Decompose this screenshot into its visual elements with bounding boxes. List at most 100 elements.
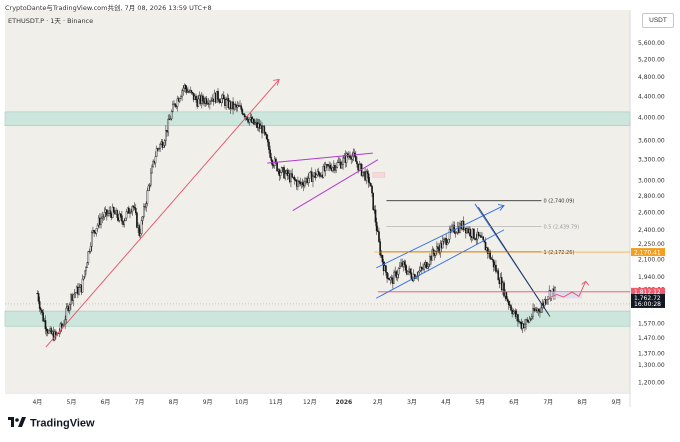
candle-body — [159, 144, 161, 149]
candle-body — [218, 99, 220, 102]
candle-body — [240, 105, 242, 110]
candle-body — [175, 105, 178, 107]
candle-body — [480, 235, 482, 238]
fib-level-label: 0 (2,740.09) — [543, 199, 574, 205]
currency-button[interactable]: USDT — [642, 13, 674, 28]
candle-body — [510, 305, 512, 311]
candle-body — [48, 330, 50, 334]
candle-body — [65, 307, 68, 320]
x-tick-label: 9月 — [611, 399, 621, 406]
candle-body — [540, 307, 542, 313]
candle-body — [441, 240, 444, 249]
candle-body — [133, 207, 136, 209]
candle-body — [93, 230, 95, 233]
candle-body — [270, 157, 273, 161]
candle-body — [165, 130, 167, 141]
candle-body — [507, 300, 510, 305]
candle-body — [437, 246, 439, 250]
purple-wedge-upper — [267, 152, 373, 164]
x-tick-label: 11月 — [269, 399, 283, 406]
candle-body — [100, 218, 102, 225]
candle-body — [417, 271, 420, 277]
candle-body — [307, 178, 310, 183]
candle-body — [425, 262, 428, 269]
candle-body — [264, 131, 267, 135]
candle-body — [407, 271, 409, 275]
y-tick-label: 2,600.00 — [638, 209, 665, 216]
candle-body — [161, 141, 164, 148]
candle-body — [45, 328, 48, 332]
candle-body — [509, 304, 511, 306]
candle-body — [263, 126, 266, 133]
tradingview-logo[interactable]: TradingView — [8, 417, 95, 430]
candle-body — [269, 149, 271, 158]
y-tick-label: 4,800.00 — [638, 74, 665, 81]
candle-body — [419, 267, 422, 271]
candle-body — [87, 251, 90, 264]
y-tick-label: 1,940.00 — [638, 274, 665, 281]
candle-body — [205, 98, 208, 104]
candle-body — [482, 236, 485, 241]
candle-body — [403, 261, 406, 265]
candle-body — [209, 100, 211, 105]
candle-body — [254, 122, 256, 125]
candle-body — [374, 209, 377, 223]
candle-body — [490, 258, 493, 260]
candle-body — [546, 299, 548, 304]
y-tick-label: 4,400.00 — [638, 93, 665, 100]
candle-body — [389, 277, 392, 281]
candle-body — [455, 232, 458, 234]
candle-body — [82, 276, 85, 280]
tradingview-logo-text: TradingView — [30, 417, 95, 430]
candle-body — [132, 206, 135, 208]
candle-body — [86, 262, 88, 268]
candle-body — [147, 185, 150, 191]
candle-body — [123, 220, 126, 225]
candle-body — [131, 206, 134, 212]
x-tick-label: 4月 — [441, 399, 451, 406]
candle-body — [180, 96, 182, 99]
candle-body — [109, 210, 112, 214]
candle-body — [154, 156, 157, 164]
y-tick-label: 3,000.00 — [638, 178, 665, 185]
candle-body — [103, 212, 106, 218]
candle-body — [112, 207, 115, 212]
candle-body — [532, 308, 534, 317]
y-tick-label: 2,400.00 — [638, 227, 665, 234]
candle-body — [283, 167, 285, 179]
tradingview-logo-icon — [8, 417, 26, 430]
candle-body — [81, 278, 84, 293]
x-tick-label: 12月 — [303, 399, 317, 406]
candle-body — [447, 238, 450, 244]
candle-body — [280, 167, 283, 173]
candle-body — [355, 156, 357, 162]
candle-body — [223, 94, 225, 100]
candle-body — [96, 224, 99, 229]
symbol-title[interactable]: ETHUSDT.P · 1天 · Binance — [8, 17, 94, 25]
candle-body — [234, 104, 237, 106]
candle-body — [139, 233, 142, 236]
candle-body — [210, 100, 212, 102]
candle-body — [297, 180, 299, 187]
candle-body — [335, 167, 337, 171]
price-badge — [631, 287, 665, 296]
candle-body — [181, 90, 183, 97]
candle-body — [385, 265, 387, 273]
candle-body — [150, 172, 152, 186]
candle-body — [531, 316, 533, 320]
candle-body — [64, 319, 66, 325]
candle-body — [116, 210, 119, 218]
candle-body — [85, 267, 87, 272]
x-tick-label: 2026 — [336, 399, 353, 406]
y-tick-label: 1,370.00 — [638, 350, 665, 357]
candle-body — [134, 208, 137, 214]
candle-body — [379, 241, 381, 256]
candle-body — [118, 213, 121, 221]
candle-body — [74, 292, 77, 294]
candle-body — [106, 209, 108, 216]
candle-body — [268, 141, 270, 150]
red-projection-arrowhead — [581, 280, 590, 286]
candle-body — [95, 228, 98, 234]
